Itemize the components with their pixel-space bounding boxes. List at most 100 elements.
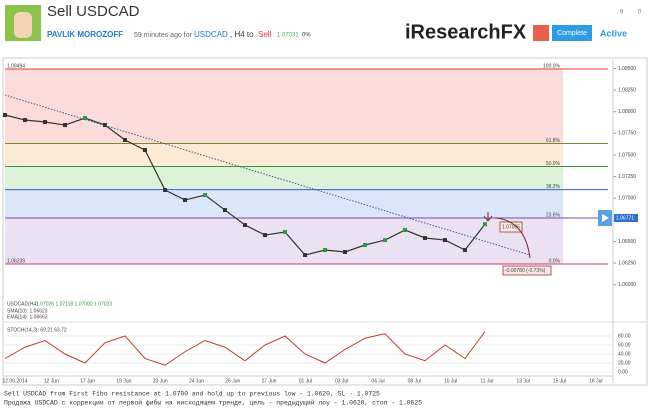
fib-label: 61.8% <box>546 138 561 144</box>
last-price: 1.06771 <box>616 215 634 221</box>
state: Active <box>600 28 627 38</box>
fib-label: 38.2% <box>546 184 561 190</box>
candle <box>223 208 227 213</box>
x-tick-label: 13 Jul <box>517 378 530 384</box>
title: Sell USDCAD <box>47 3 140 20</box>
candle <box>103 123 107 128</box>
x-tick-label: 15 Jul <box>553 378 566 384</box>
fib-label: 100.0% <box>543 63 561 69</box>
fib-label: 23.6% <box>546 212 561 218</box>
views: 9 <box>620 10 624 16</box>
y-tick-label: 1.08000 <box>618 109 636 115</box>
legend-quote: 1.07026 1.07118 1.07000 1.07023 <box>36 301 112 307</box>
y-tick-label: 1.07250 <box>618 174 636 180</box>
candle <box>283 230 287 235</box>
candle <box>183 198 187 203</box>
candle <box>363 242 367 247</box>
y-tick-label: 1.08500 <box>618 66 636 72</box>
candle <box>143 148 147 153</box>
avatar-figure <box>14 12 32 38</box>
candle <box>243 223 247 228</box>
annotation-box <box>502 265 552 276</box>
symbol[interactable]: USDCAD <box>194 30 228 39</box>
x-tick-label: 17 Jun <box>80 378 95 384</box>
fib-zone <box>5 218 563 265</box>
author[interactable]: PAVLIK MOROZOFF <box>47 30 123 39</box>
x-tick-label: 10 Jul <box>444 378 457 384</box>
description: Sell USDCAD from First Fibo resistance a… <box>4 391 380 398</box>
y-tick-label: 1.06500 <box>618 239 636 245</box>
change: 0% <box>302 33 311 39</box>
y-tick-label: 1.07500 <box>618 152 636 158</box>
fib-zone <box>5 189 563 219</box>
y-tick-label: 1.06250 <box>618 260 636 266</box>
legend-indicator: SMA(10): 1.06623 <box>7 308 48 314</box>
candle <box>163 187 167 192</box>
fib-price: 1.08494 <box>7 63 25 69</box>
candle <box>383 238 387 243</box>
annotation: -0.00780 (-0.73%) <box>505 268 546 274</box>
x-tick-label: 04 Jul <box>371 378 384 384</box>
candle <box>343 250 347 255</box>
comments: 0 <box>638 10 642 16</box>
candle <box>43 120 47 125</box>
candle <box>83 116 87 121</box>
description: Продажа USDCAD с коррекции от первой фиб… <box>4 399 422 407</box>
x-tick-label: 01 Jul <box>299 378 312 384</box>
candle <box>3 113 7 118</box>
x-tick-label: 12 Jun <box>44 378 59 384</box>
candle <box>63 123 67 128</box>
stoch-tick-label: 80.00 <box>618 333 631 339</box>
time: 59 minutes ago for <box>134 32 193 39</box>
share-button[interactable] <box>533 25 549 41</box>
x-tick-label: 03 Jul <box>335 378 348 384</box>
status: Complete <box>557 30 587 37</box>
candle <box>403 228 407 233</box>
stoch-name: STOCH(14,3): 69.21 63.72 <box>7 327 67 333</box>
legend-indicator: EMA(14): 1.06663 <box>7 314 48 320</box>
stoch-tick-label: 20.00 <box>618 360 631 366</box>
x-tick-label: 11 Jul <box>480 378 493 384</box>
x-tick-label: 12.06.2014 <box>2 378 27 384</box>
x-tick-label: 24 Jun <box>189 378 204 384</box>
candle <box>483 222 487 227</box>
candle <box>323 248 327 253</box>
status-button[interactable] <box>552 25 592 41</box>
stoch-tick-label: 40.00 <box>618 351 631 357</box>
candle <box>263 233 267 238</box>
timeframe: , H4 to <box>230 30 254 39</box>
fib-zone <box>5 166 563 190</box>
y-tick-label: 1.07000 <box>618 196 636 202</box>
fib-label: 0.0% <box>549 258 561 264</box>
direction: Sell <box>258 30 272 39</box>
scroll-icon <box>602 214 609 222</box>
candle <box>443 238 447 243</box>
stoch-tick-label: 60.00 <box>618 342 631 348</box>
fib-price: 1.06239 <box>7 258 25 264</box>
candle <box>303 253 307 258</box>
x-tick-label: 20 Jun <box>153 378 168 384</box>
y-tick-label: 1.06000 <box>618 282 636 288</box>
candle <box>123 138 127 143</box>
stoch-line <box>4 331 486 366</box>
y-tick-label: 1.08250 <box>618 87 636 93</box>
legend-name: USDCAD(H4) <box>7 301 38 307</box>
y-tick-label: 1.07750 <box>618 131 636 137</box>
x-tick-label: 26 Jun <box>225 378 240 384</box>
trend-line <box>4 94 531 256</box>
x-tick-label: 08 Jul <box>408 378 421 384</box>
price: 1.07031 <box>277 33 299 39</box>
fib-label: 50.0% <box>546 161 561 167</box>
x-tick-label: 16 Jul <box>589 378 602 384</box>
plot: 100.0% 1.08494 61.8% 50.0% 38.2% 23.6% 0.0% 1.0… <box>2 60 647 384</box>
candle <box>23 118 27 123</box>
stoch-tick-label: 0.00 <box>618 369 628 375</box>
fib-zone <box>5 143 563 167</box>
candle <box>463 248 467 253</box>
logo: iResearchFX <box>405 21 527 43</box>
x-tick-label: 27 Jun <box>262 378 277 384</box>
annotation: 1.07005 <box>502 224 520 230</box>
candle <box>423 235 427 240</box>
